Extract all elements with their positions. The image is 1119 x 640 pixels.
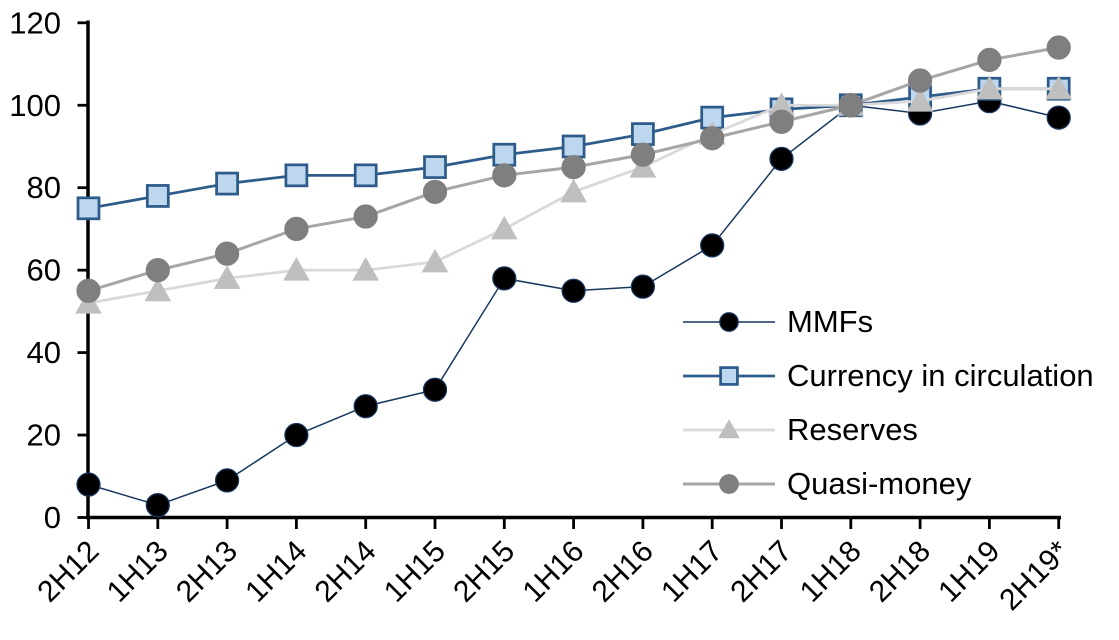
circle-marker <box>719 312 739 332</box>
x-axis-tick-label: 2H12 <box>31 535 105 609</box>
circle-marker <box>422 377 448 402</box>
triangle-marker <box>213 265 241 289</box>
triangle-marker <box>1045 75 1073 100</box>
x-axis-tick-label: 2H13 <box>170 535 244 609</box>
circle-marker <box>214 241 240 266</box>
legend-item-currency: Currency in circulation <box>683 360 1094 392</box>
circle-marker <box>76 278 101 303</box>
square-marker <box>423 155 447 179</box>
square-marker <box>631 122 655 146</box>
triangle-marker <box>976 75 1003 100</box>
y-axis-tick-label: 20 <box>27 418 61 453</box>
circle-marker <box>284 216 309 242</box>
circle-marker <box>145 493 170 518</box>
mmfs-marker-icon <box>683 312 775 332</box>
x-axis-tick-label: 2H19* <box>993 534 1076 617</box>
x-axis-tick-label: 1H15 <box>378 535 452 609</box>
circle-marker <box>1046 105 1071 130</box>
square-marker <box>719 366 739 386</box>
square-marker <box>76 196 101 221</box>
square-marker <box>353 163 378 188</box>
x-axis-tick-label: 1H18 <box>794 535 868 609</box>
triangle-marker <box>352 257 380 281</box>
x-axis-tick-label: 2H16 <box>586 535 660 609</box>
triangle-marker <box>144 277 172 302</box>
y-axis-tick-label: 100 <box>9 88 61 123</box>
triangle-marker <box>560 178 587 203</box>
triangle-marker <box>421 248 449 273</box>
circle-marker <box>907 68 933 93</box>
triangle-marker <box>906 88 934 112</box>
x-axis-tick-label: 1H17 <box>655 535 729 609</box>
circle-marker <box>492 266 517 291</box>
y-axis-tick-label: 0 <box>44 500 61 535</box>
legend-label-mmfs: MMFs <box>787 304 874 339</box>
circle-marker <box>838 93 863 118</box>
circle-marker <box>353 204 378 229</box>
legend-label-currency: Currency in circulation <box>787 358 1094 393</box>
square-marker <box>492 142 517 167</box>
circle-marker <box>561 154 586 180</box>
y-axis-tick-label: 40 <box>27 335 61 370</box>
reserves-marker-icon <box>683 419 775 439</box>
triangle-marker <box>718 419 740 439</box>
circle-marker <box>630 274 656 299</box>
circle-marker <box>630 142 656 167</box>
triangle-marker <box>490 215 518 240</box>
circle-marker <box>977 47 1002 73</box>
x-axis-tick-label: 1H13 <box>101 535 175 609</box>
circle-marker <box>769 146 794 171</box>
circle-marker <box>422 179 448 204</box>
x-axis-tick-label: 1H14 <box>239 535 313 609</box>
chart-legend: MMFs Currency in circulation Reserves Qu… <box>683 306 1094 500</box>
circle-marker <box>145 258 170 283</box>
circle-marker <box>700 126 725 151</box>
circle-marker <box>1046 35 1071 60</box>
circle-marker <box>284 422 309 448</box>
square-marker <box>284 163 309 188</box>
legend-label-reserves: Reserves <box>787 412 918 447</box>
square-marker <box>145 184 170 208</box>
x-axis-tick-label: 1H19 <box>932 535 1006 609</box>
x-axis-tick-label: 1H16 <box>517 535 591 609</box>
legend-item-mmfs: MMFs <box>683 306 1094 338</box>
circle-marker <box>719 474 739 494</box>
x-axis-tick-label: 2H14 <box>309 535 383 609</box>
circle-marker <box>769 109 794 134</box>
circle-marker <box>353 394 378 419</box>
triangle-marker <box>283 257 310 281</box>
y-axis-tick-label: 60 <box>27 253 61 288</box>
circle-marker <box>561 278 586 303</box>
currency-marker-icon <box>683 366 775 386</box>
x-axis-tick-label: 2H15 <box>447 535 521 609</box>
series-quasi-money <box>76 35 1071 303</box>
x-axis-tick-label: 2H17 <box>724 535 798 609</box>
x-axis-tick-label: 2H18 <box>863 535 937 609</box>
square-marker <box>215 171 239 196</box>
circle-marker <box>214 468 240 493</box>
y-axis-tick-label: 120 <box>9 5 61 40</box>
legend-item-quasi-money: Quasi-money <box>683 468 1094 500</box>
circle-marker <box>76 472 101 497</box>
square-marker <box>561 134 586 159</box>
legend-item-reserves: Reserves <box>683 414 1094 446</box>
circle-marker <box>492 163 517 188</box>
y-axis-tick-label: 80 <box>27 170 61 205</box>
circle-marker <box>700 233 725 258</box>
legend-label-quasi-money: Quasi-money <box>787 466 972 501</box>
quasi-money-marker-icon <box>683 474 775 494</box>
